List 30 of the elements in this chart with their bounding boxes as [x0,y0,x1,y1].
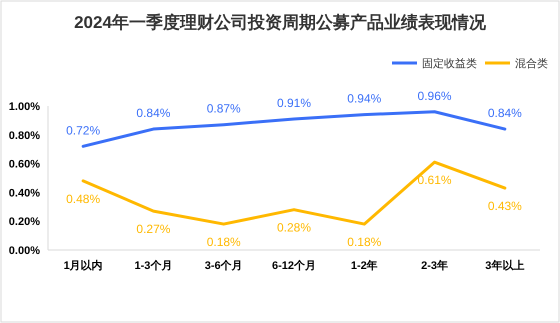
data-label: 0.18% [206,235,242,250]
data-label: 0.91% [276,96,312,110]
y-tick-label: 0.00% [8,245,40,257]
data-label: 0.61% [418,173,452,188]
data-label: 0.72% [66,123,100,138]
chart-title: 2024年一季度理财公司投资周期公募产品业绩表现情况 [74,13,487,32]
y-tick-label: 1.00% [8,101,40,113]
x-tick-label: 6-12个月 [272,259,316,272]
legend-label: 固定收益类 [422,57,477,70]
x-tick-label: 1-2年 [350,259,378,272]
x-tick-label: 1月以内 [64,259,103,272]
y-tick-label: 0.40% [8,187,40,200]
y-tick-label: 0.20% [8,216,40,228]
data-label: 0.84% [488,106,522,120]
data-label: 0.84% [136,106,171,120]
y-tick-label: 0.60% [8,158,40,171]
x-tick-label: 3年以上 [485,259,524,272]
data-label: 0.94% [347,92,382,106]
y-tick-label: 0.80% [8,130,40,142]
data-label: 0.28% [276,220,312,235]
data-label: 0.43% [488,199,522,214]
data-label: 0.48% [66,192,100,206]
x-tick-label: 1-3个月 [134,259,172,272]
data-label: 0.18% [347,235,382,250]
legend-label: 混合类 [515,57,548,70]
x-tick-label: 2-3年 [421,259,448,272]
data-label: 0.27% [136,222,171,236]
x-tick-label: 3-6个月 [204,259,243,272]
data-label: 0.87% [206,102,242,116]
data-label: 0.96% [418,88,452,103]
